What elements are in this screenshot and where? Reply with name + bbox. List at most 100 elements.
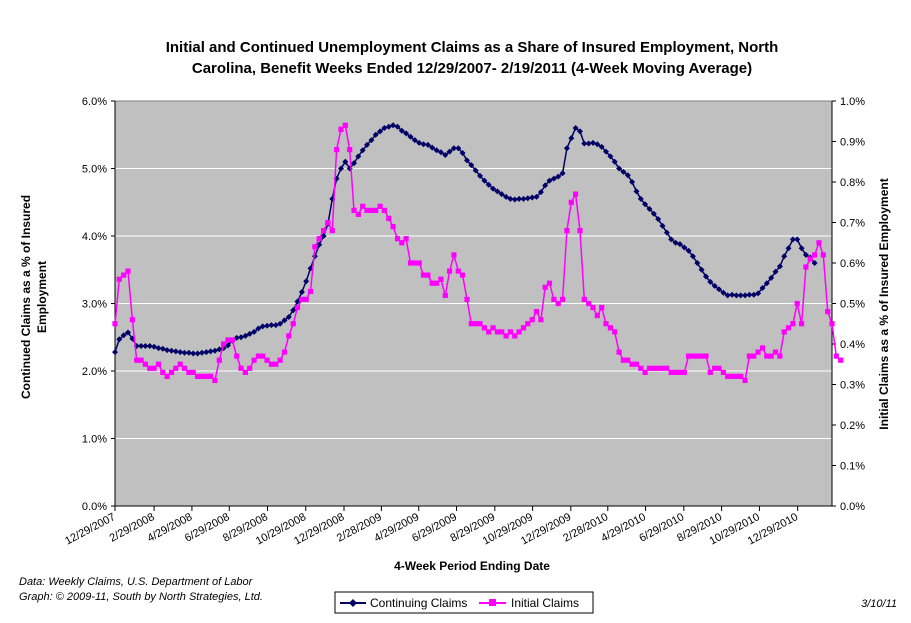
data-point (411, 137, 418, 144)
data-point (172, 348, 179, 355)
data-point (642, 369, 648, 375)
data-point (772, 268, 779, 275)
data-point (290, 307, 297, 314)
data-point (142, 343, 149, 349)
source-note-line-2: Graph: © 2009-11, South by North Strateg… (19, 591, 263, 603)
data-point (242, 369, 248, 375)
data-point (720, 289, 727, 296)
data-point (373, 207, 379, 213)
data-point (134, 357, 140, 363)
y-axis-right: 0.0% 0.1% 0.2% 0.3% 0.4% 0.5% 0.6% 0.7% 0.8% 0.9%… (831, 96, 865, 513)
data-point (190, 369, 196, 375)
data-point (377, 128, 384, 135)
data-point (798, 245, 805, 252)
data-point (486, 329, 492, 335)
data-point (168, 369, 175, 375)
data-point (655, 216, 662, 223)
y-right-tick-label: 0.3% (840, 380, 865, 392)
data-point (281, 317, 288, 324)
data-point (789, 236, 796, 243)
data-point (633, 361, 640, 367)
data-point (694, 353, 700, 359)
data-point (742, 292, 749, 299)
data-point (303, 296, 309, 302)
data-point (164, 373, 170, 379)
data-point (420, 272, 427, 278)
y-right-tick-label: 0.5% (840, 299, 865, 311)
data-point (776, 263, 783, 270)
data-point (803, 264, 809, 270)
data-point (155, 345, 162, 352)
data-point (477, 321, 483, 327)
data-point (816, 240, 822, 246)
data-point (434, 280, 440, 286)
data-point (368, 207, 374, 213)
y-left-tick-label: 3.0% (82, 299, 107, 311)
data-point (112, 349, 118, 356)
data-point (338, 165, 344, 172)
data-point (590, 304, 596, 311)
x-tick-label: 12/29/2007 (63, 511, 117, 547)
y-right-tick-label: 0.6% (840, 258, 865, 270)
data-point (447, 268, 453, 274)
data-point (450, 145, 457, 152)
data-point (633, 188, 640, 195)
data-point (729, 291, 736, 298)
data-point (407, 260, 414, 266)
data-point (334, 147, 340, 153)
data-point (568, 135, 575, 142)
data-point (473, 321, 479, 327)
data-point (325, 219, 331, 226)
data-point (138, 357, 144, 363)
data-point (825, 309, 831, 315)
data-point (746, 353, 752, 359)
data-point (611, 158, 618, 165)
data-point (424, 141, 431, 148)
data-point (659, 222, 666, 229)
data-point (394, 236, 401, 242)
data-point (755, 349, 761, 355)
data-point (594, 313, 600, 319)
y-left-tick-label: 5.0% (82, 164, 107, 176)
data-point (381, 125, 388, 131)
data-point (733, 373, 739, 379)
data-point (208, 373, 214, 379)
data-point (525, 321, 531, 327)
square-marker-icon (489, 599, 496, 606)
data-point (264, 322, 271, 329)
data-point (581, 296, 587, 302)
data-point (425, 272, 431, 278)
data-point (294, 304, 301, 311)
data-point (664, 365, 670, 371)
data-point (112, 321, 118, 327)
data-point (699, 353, 705, 359)
data-point (255, 325, 262, 332)
data-point (429, 280, 435, 286)
data-point (168, 347, 175, 354)
data-point (690, 353, 696, 359)
series-layer (112, 122, 844, 383)
data-point (759, 345, 766, 351)
data-point (607, 325, 613, 331)
data-point (181, 349, 188, 356)
data-point (351, 207, 357, 213)
data-point (268, 361, 274, 367)
data-point (264, 357, 270, 363)
data-point (768, 274, 775, 281)
data-point (520, 195, 527, 202)
data-point (225, 337, 231, 343)
data-point (251, 357, 257, 363)
data-point (394, 123, 401, 130)
data-point (560, 296, 566, 302)
data-point (586, 300, 592, 307)
data-point (685, 247, 692, 254)
data-point (251, 328, 258, 335)
data-point (529, 317, 535, 323)
data-point (498, 191, 505, 198)
data-point (190, 350, 197, 357)
data-point (772, 349, 779, 355)
data-point (238, 365, 244, 371)
data-point (207, 348, 214, 355)
data-point (607, 153, 614, 160)
data-point (233, 334, 240, 341)
